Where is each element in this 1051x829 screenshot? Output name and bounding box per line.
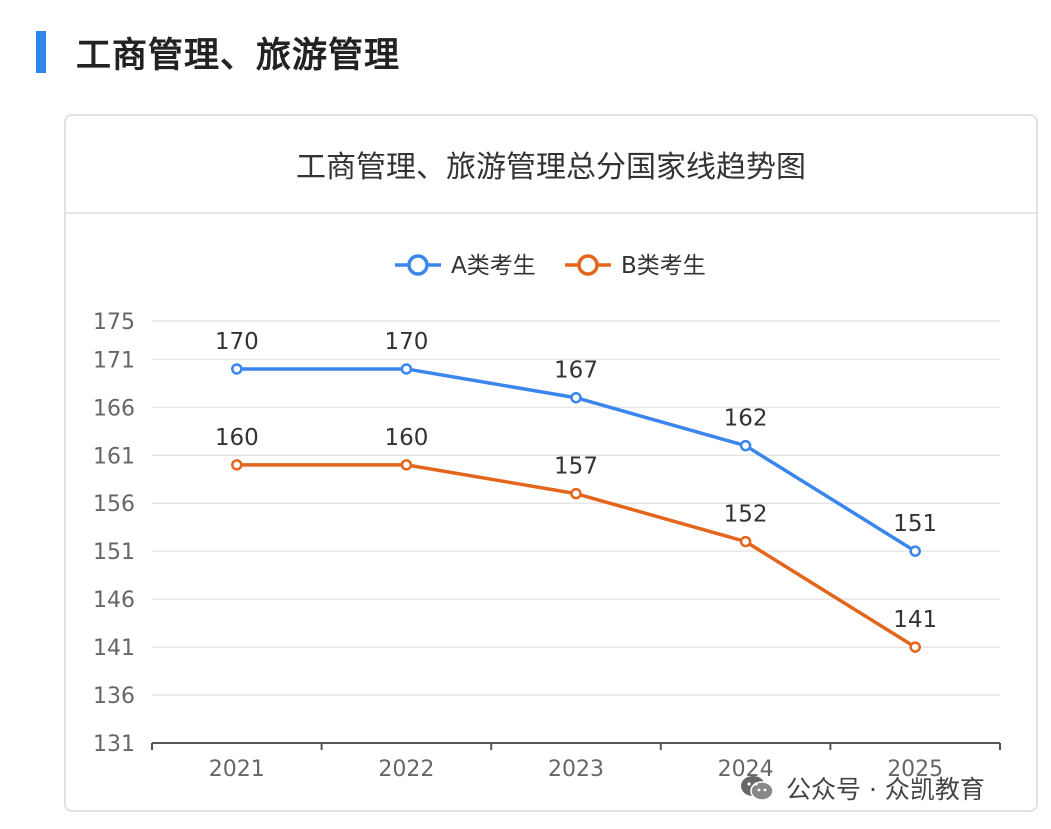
x-tick-label: 2022 (378, 757, 434, 782)
x-tick-label: 2023 (548, 757, 604, 782)
data-label-a: 170 (215, 329, 259, 355)
y-tick-label: 146 (93, 588, 135, 613)
section-title: 工商管理、旅游管理 (76, 35, 401, 76)
watermark: 公众号 · 众凯教育 (740, 770, 985, 806)
legend-marker-a (407, 254, 429, 276)
y-tick-label: 131 (93, 732, 135, 757)
data-label-b: 141 (893, 607, 937, 633)
data-label-b: 160 (215, 425, 259, 451)
data-label-b: 157 (554, 454, 598, 480)
watermark-text: 公众号 · 众凯教育 (786, 775, 985, 804)
x-tick-label: 2025 (887, 757, 943, 782)
data-label-b: 160 (384, 425, 428, 451)
section-header: 工商管理、旅游管理 (36, 30, 400, 76)
data-label-a: 162 (724, 406, 768, 432)
y-tick-label: 136 (93, 684, 135, 709)
y-tick-label: 175 (93, 310, 135, 335)
y-tick-label: 171 (93, 348, 135, 373)
x-tick-label: 2024 (718, 757, 774, 782)
legend-marker-b (577, 254, 599, 276)
chart-title-bar: 工商管理、旅游管理总分国家线趋势图 (66, 116, 1036, 214)
data-point-b (909, 641, 921, 653)
section-accent-bar (36, 31, 46, 73)
data-point-a (400, 363, 413, 375)
y-tick-label: 166 (93, 396, 135, 421)
y-tick-label: 141 (93, 636, 135, 661)
y-tick-label: 151 (93, 540, 135, 565)
data-point-a (231, 363, 243, 375)
data-point-b (231, 459, 243, 471)
data-point-a (739, 439, 752, 452)
data-label-a: 167 (554, 358, 598, 384)
data-label-a: 170 (384, 329, 428, 355)
data-point-b (400, 459, 413, 471)
data-point-a (909, 545, 921, 557)
wechat-icon (741, 776, 774, 801)
chart-title: 工商管理、旅游管理总分国家线趋势图 (296, 150, 806, 185)
data-point-b (739, 535, 752, 548)
y-tick-label: 161 (93, 444, 135, 469)
data-point-a (570, 391, 582, 404)
data-point-b (570, 487, 582, 500)
data-label-a: 151 (893, 511, 937, 537)
y-tick-label: 156 (93, 492, 135, 517)
data-label-b: 152 (724, 502, 768, 528)
legend-label-a: A类考生 (451, 253, 536, 279)
legend-label-b: B类考生 (621, 253, 706, 279)
x-tick-label: 2021 (209, 757, 265, 782)
